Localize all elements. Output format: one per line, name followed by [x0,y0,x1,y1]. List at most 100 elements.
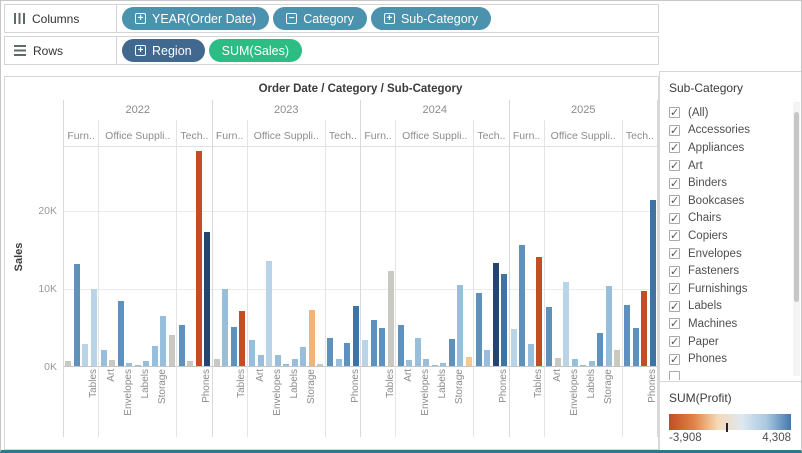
bar[interactable] [214,359,220,366]
bar[interactable] [415,338,421,366]
bar[interactable] [379,328,385,366]
checkbox-checked[interactable] [669,178,680,189]
bar[interactable] [344,343,350,366]
bar[interactable] [476,293,482,366]
checkbox-checked[interactable] [669,301,680,312]
filter-scrollbar-thumb[interactable] [794,112,799,302]
bar[interactable] [249,340,255,366]
bar[interactable] [624,305,630,366]
bar[interactable] [179,325,185,366]
bar[interactable] [580,365,586,366]
filter-item-paper[interactable]: Paper [669,333,797,351]
shelf-pill-year-order-date-[interactable]: +YEAR(Order Date) [122,7,269,30]
bar[interactable] [597,333,603,366]
bar[interactable] [572,359,578,366]
bar[interactable] [493,263,499,366]
checkbox-checked[interactable] [669,125,680,136]
bar[interactable] [511,329,517,366]
checkbox-checked[interactable] [669,213,680,224]
shelf-pill-category[interactable]: −Category [273,7,367,30]
bar[interactable] [74,264,80,366]
bar[interactable] [546,307,552,366]
bar[interactable] [563,282,569,366]
checkbox-checked[interactable] [669,248,680,259]
bar[interactable] [449,339,455,366]
bar[interactable] [501,274,507,366]
bar[interactable] [398,325,404,366]
bar[interactable] [239,311,245,366]
bar[interactable] [258,355,264,366]
bar[interactable] [536,257,542,366]
bar[interactable] [484,350,490,366]
shelf-pill-sub-category[interactable]: +Sub-Category [371,7,491,30]
bar[interactable] [91,289,97,366]
checkbox-checked[interactable] [669,354,680,365]
bar[interactable] [327,338,333,366]
expand-plus-icon[interactable]: + [384,13,395,24]
bar[interactable] [187,361,193,366]
bar[interactable] [222,289,228,366]
bar[interactable] [555,358,561,366]
bar[interactable] [589,361,595,366]
bar[interactable] [152,346,158,366]
bar[interactable] [309,310,315,366]
bar[interactable] [204,232,210,366]
checkbox-checked[interactable] [669,195,680,206]
bar[interactable] [82,344,88,366]
bar[interactable] [160,316,166,366]
filter-item-phones[interactable]: Phones [669,350,797,368]
filter-item-partial[interactable] [669,368,797,380]
bar[interactable] [423,359,429,366]
bar[interactable] [406,360,412,366]
bar[interactable] [135,365,141,366]
bar[interactable] [614,350,620,366]
legend-tick-marker[interactable] [726,423,728,432]
bar[interactable] [143,361,149,366]
bar[interactable] [101,350,107,366]
checkbox-checked[interactable] [669,266,680,277]
checkbox-checked[interactable] [669,336,680,347]
bar[interactable] [317,364,323,366]
filter-item--all-[interactable]: (All) [669,104,797,122]
bar[interactable] [126,363,132,366]
filter-item-fasteners[interactable]: Fasteners [669,262,797,280]
filter-item-copiers[interactable]: Copiers [669,227,797,245]
checkbox[interactable] [669,371,680,380]
filter-item-binders[interactable]: Binders [669,174,797,192]
bar[interactable] [275,355,281,366]
bar[interactable] [65,361,71,366]
bar[interactable] [283,364,289,366]
bar[interactable] [641,291,647,366]
bar[interactable] [633,328,639,366]
legend-gradient[interactable] [669,414,791,430]
checkbox-checked[interactable] [669,107,680,118]
filter-scrollbar[interactable] [793,102,800,376]
bar[interactable] [432,365,438,366]
columns-shelf[interactable]: Columns +YEAR(Order Date)−Category+Sub-C… [4,4,659,33]
checkbox-checked[interactable] [669,318,680,329]
checkbox-checked[interactable] [669,283,680,294]
filter-item-furnishings[interactable]: Furnishings [669,280,797,298]
filter-item-envelopes[interactable]: Envelopes [669,245,797,263]
bar[interactable] [466,357,472,366]
bar[interactable] [292,359,298,366]
checkbox-checked[interactable] [669,230,680,241]
shelf-pill-region[interactable]: +Region [122,39,205,62]
bar[interactable] [528,344,534,366]
bar[interactable] [519,245,525,366]
bar[interactable] [606,286,612,366]
bar[interactable] [371,320,377,366]
legend-gradient-bar[interactable] [669,414,791,430]
bar[interactable] [196,151,202,366]
rows-shelf[interactable]: Rows +RegionSUM(Sales) [4,36,659,65]
bar[interactable] [388,271,394,366]
bar[interactable] [118,301,124,366]
checkbox-checked[interactable] [669,160,680,171]
filter-item-labels[interactable]: Labels [669,298,797,316]
expand-plus-icon[interactable]: + [135,13,146,24]
expand-plus-icon[interactable]: + [135,45,146,56]
bar[interactable] [336,359,342,366]
bar[interactable] [169,335,175,366]
bar[interactable] [650,200,656,366]
checkbox-checked[interactable] [669,142,680,153]
